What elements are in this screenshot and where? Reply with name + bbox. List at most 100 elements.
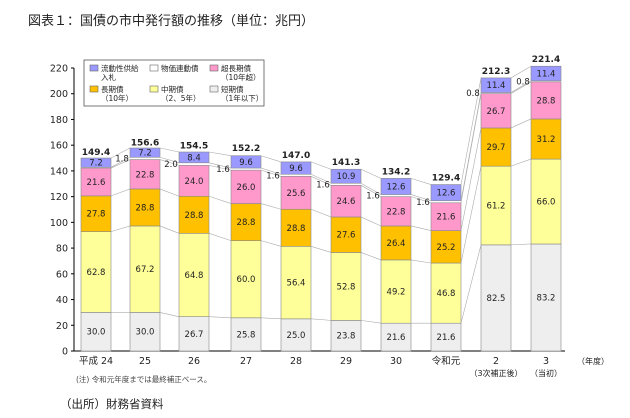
bar-segment	[480, 93, 512, 129]
y-tick-label: 220	[50, 64, 68, 75]
bar-value-label: 21.6	[437, 213, 456, 223]
bar-value-label: 22.8	[387, 207, 406, 217]
bar-value-label: 67.2	[136, 265, 155, 275]
connector-line	[310, 208, 332, 218]
total-label: 154.5	[180, 141, 208, 151]
bar-value-label: 46.8	[437, 289, 456, 299]
bar-segment	[380, 178, 412, 195]
bar-value-label: 9.6	[289, 164, 303, 174]
y-tick-label: 60	[56, 269, 68, 280]
total-label: 149.4	[82, 148, 110, 158]
bar-value-label: 26.7	[487, 107, 506, 117]
y-tick-label: 200	[50, 89, 68, 100]
x-tick-label: 27	[240, 356, 252, 367]
connector-line	[460, 166, 482, 264]
bar-segment	[80, 231, 112, 313]
bar-segment	[530, 65, 562, 82]
bar-value-label: 12.6	[387, 182, 406, 192]
legend-label: 中期債	[161, 84, 184, 94]
bar-value-label: 11.4	[487, 81, 506, 91]
bar-value-label: 30.0	[136, 328, 155, 338]
total-label: 147.0	[282, 151, 310, 161]
gap-value-label: 2.0	[164, 160, 178, 170]
bar-segment	[380, 225, 412, 261]
bar-segment	[129, 188, 161, 227]
connector-line	[110, 159, 131, 169]
bar-value-label: 83.2	[537, 293, 556, 303]
bar-value-label: 29.7	[487, 143, 506, 153]
x-tick-label: 令和元	[432, 355, 461, 367]
y-tick-label: 20	[56, 321, 68, 332]
x-sublabel: （当初）	[530, 368, 562, 378]
bar-value-label: 9.6	[239, 158, 253, 168]
bar-segment	[129, 159, 161, 190]
legend-swatch	[209, 64, 219, 72]
bar-segment	[178, 151, 210, 164]
total-label: 212.3	[482, 67, 510, 77]
bar-segment	[178, 165, 210, 197]
connector-line	[410, 196, 432, 204]
connector-line	[310, 173, 332, 184]
y-tick-label: 40	[56, 295, 68, 306]
connector-line	[260, 169, 282, 177]
x-tick-label: 26	[188, 356, 200, 367]
x-tick-label: 30	[390, 356, 402, 367]
bar-segment	[380, 196, 412, 227]
connector-line	[260, 203, 282, 210]
bar-segment	[430, 184, 462, 202]
connector-line	[510, 81, 532, 94]
gap-value-label: 1.6	[216, 165, 230, 175]
bar-segment	[330, 168, 362, 184]
legend-label: 短期債	[221, 84, 244, 94]
bar-segment	[280, 245, 312, 320]
bar-value-label: 49.2	[387, 288, 406, 298]
connector-line	[260, 317, 282, 320]
connector-line	[260, 155, 282, 163]
bar-segment	[178, 195, 210, 234]
connector-line	[410, 178, 432, 185]
legend-label: （10年超）	[221, 72, 261, 82]
x-tick-label: 3	[543, 356, 549, 367]
legend-label: 物価連動債	[161, 63, 199, 73]
bar-segment	[330, 320, 362, 352]
bar-value-label: 26.0	[237, 183, 256, 193]
bar-segment	[430, 262, 462, 324]
connector-line	[159, 156, 180, 164]
connector-line	[260, 240, 282, 247]
legend-box	[83, 59, 265, 107]
bar-segment	[480, 77, 512, 93]
legend-swatch	[209, 85, 219, 93]
connector-line	[360, 216, 382, 227]
legend-label: 流動性供給	[101, 63, 139, 73]
connector-line	[110, 188, 131, 197]
bar-segment	[530, 243, 562, 352]
bar-value-label: 10.9	[337, 172, 356, 182]
gap-value-label: 1.6	[316, 180, 330, 190]
connector-line	[310, 246, 332, 253]
gap-value-label: 1.6	[266, 171, 280, 181]
connector-line	[208, 316, 232, 319]
bar-value-label: 28.8	[136, 203, 155, 213]
connector-line	[110, 147, 131, 159]
connector-line	[310, 176, 332, 186]
gap-value-label: 0.8	[466, 89, 480, 99]
connector-line	[310, 318, 332, 321]
legend-swatch	[149, 64, 159, 72]
gap-value-label: 1.6	[416, 198, 430, 208]
total-label: 134.2	[382, 167, 410, 177]
y-tick-label: 100	[50, 218, 68, 229]
x-tick-label: 28	[290, 356, 302, 367]
bar-value-label: 62.8	[87, 268, 106, 278]
bar-value-label: 21.6	[437, 333, 456, 343]
legend-label: 入札	[101, 72, 116, 82]
bar-segment	[380, 322, 412, 352]
connector-line	[410, 225, 432, 231]
bar-value-label: 24.6	[337, 197, 356, 207]
bar-segment	[430, 230, 462, 264]
connector-line	[110, 157, 131, 168]
bar-value-label: 30.0	[87, 328, 106, 338]
bar-segment	[80, 312, 112, 352]
bar-segment	[280, 208, 312, 247]
gap-value-label: 0.8	[516, 77, 530, 87]
